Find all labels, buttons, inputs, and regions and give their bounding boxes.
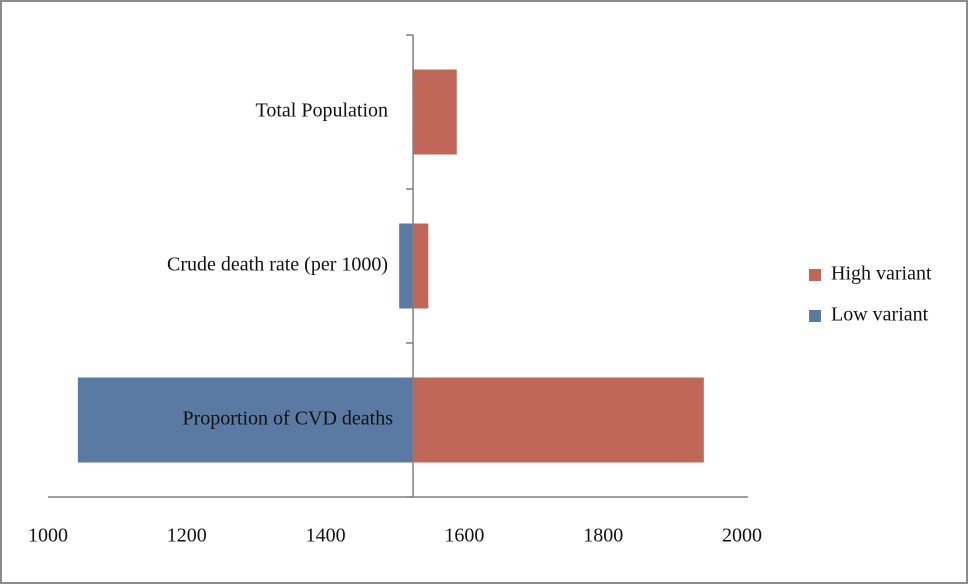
- x-tick-label: 1800: [583, 525, 623, 547]
- legend-label: High variant: [831, 263, 932, 285]
- x-tick-label: 2000: [722, 525, 762, 547]
- category-label: Proportion of CVD deaths: [182, 408, 393, 430]
- bar: [413, 377, 704, 463]
- bar: [413, 69, 457, 155]
- category-label: Crude death rate (per 1000): [167, 254, 388, 276]
- x-tick-label: 1400: [306, 525, 346, 547]
- legend-swatch: [809, 269, 821, 281]
- legend-label: Low variant: [831, 304, 929, 326]
- bar: [77, 377, 414, 463]
- x-tick-label: 1200: [167, 525, 207, 547]
- category-label: Total Population: [256, 100, 388, 122]
- bar: [399, 223, 414, 309]
- legend-swatch: [809, 310, 821, 322]
- x-tick-label: 1600: [444, 525, 484, 547]
- x-tick-label: 1000: [28, 525, 68, 547]
- bar: [413, 223, 429, 309]
